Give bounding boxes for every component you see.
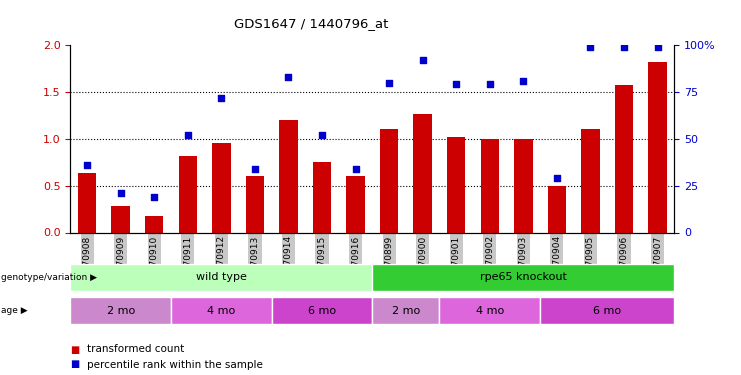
Point — [651, 44, 663, 50]
Bar — [380, 129, 399, 232]
Point — [451, 81, 462, 87]
Point — [618, 44, 630, 50]
Text: 6 mo: 6 mo — [593, 306, 621, 316]
Point — [517, 78, 529, 84]
Text: wild type: wild type — [196, 272, 247, 282]
Point — [249, 166, 261, 172]
Point — [585, 44, 597, 50]
Bar — [648, 62, 667, 232]
Bar — [279, 120, 298, 232]
Point — [115, 190, 127, 196]
Bar — [78, 173, 96, 232]
Text: 4 mo: 4 mo — [476, 306, 504, 316]
Point — [82, 162, 93, 168]
Bar — [145, 216, 164, 232]
Point — [316, 132, 328, 138]
Bar — [548, 186, 566, 232]
Text: ■: ■ — [70, 360, 79, 369]
Bar — [514, 139, 533, 232]
Point — [182, 132, 193, 138]
Text: age ▶: age ▶ — [1, 306, 27, 315]
Text: GDS1647 / 1440796_at: GDS1647 / 1440796_at — [234, 17, 388, 30]
Text: 6 mo: 6 mo — [308, 306, 336, 316]
Bar — [313, 162, 331, 232]
Point — [416, 57, 428, 63]
Text: 4 mo: 4 mo — [207, 306, 236, 316]
Bar — [346, 176, 365, 232]
Bar — [481, 139, 499, 232]
Bar — [581, 129, 599, 232]
Point — [282, 74, 294, 80]
Point — [551, 175, 563, 181]
Bar — [179, 156, 197, 232]
Bar — [413, 114, 432, 232]
Text: 2 mo: 2 mo — [107, 306, 135, 316]
Text: ■: ■ — [70, 345, 79, 354]
Text: rpe65 knockout: rpe65 knockout — [480, 272, 567, 282]
Bar — [111, 206, 130, 232]
Bar — [615, 86, 634, 232]
Text: 2 mo: 2 mo — [392, 306, 420, 316]
Point — [148, 194, 160, 200]
Point — [383, 80, 395, 86]
Text: genotype/variation ▶: genotype/variation ▶ — [1, 273, 97, 282]
Bar — [246, 176, 264, 232]
Bar — [447, 137, 465, 232]
Point — [216, 94, 227, 100]
Text: transformed count: transformed count — [87, 345, 184, 354]
Bar — [212, 144, 230, 232]
Text: percentile rank within the sample: percentile rank within the sample — [87, 360, 262, 369]
Point — [484, 81, 496, 87]
Point — [350, 166, 362, 172]
